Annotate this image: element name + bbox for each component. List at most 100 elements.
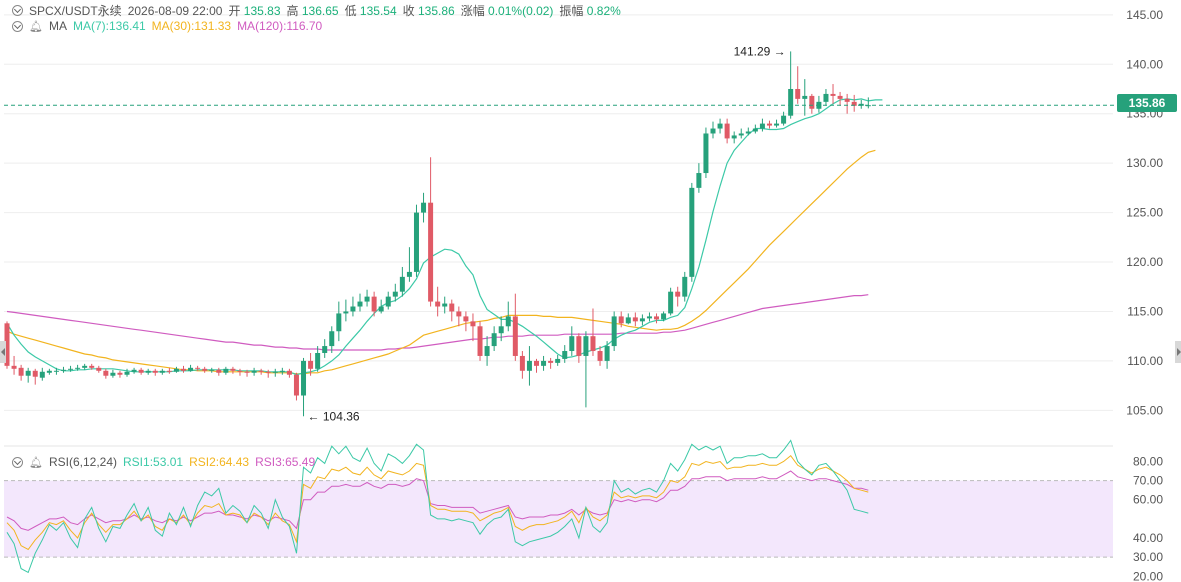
candle[interactable] xyxy=(32,368,38,385)
candle[interactable] xyxy=(82,363,88,370)
candle[interactable] xyxy=(159,368,165,375)
candle[interactable] xyxy=(646,312,652,322)
candle[interactable] xyxy=(830,84,836,104)
candle[interactable] xyxy=(548,357,554,369)
candle[interactable] xyxy=(202,366,208,373)
candle[interactable] xyxy=(435,286,441,317)
candle[interactable] xyxy=(463,311,469,332)
candle[interactable] xyxy=(625,313,631,325)
candle[interactable] xyxy=(526,346,532,386)
candle[interactable] xyxy=(428,157,434,307)
candle[interactable] xyxy=(251,367,257,376)
rsi-indicator-name[interactable]: RSI(6,12,24) xyxy=(48,455,118,469)
candle[interactable] xyxy=(541,355,547,371)
candle[interactable] xyxy=(618,311,624,328)
candle[interactable] xyxy=(759,118,765,132)
candle[interactable] xyxy=(124,368,130,377)
candle[interactable] xyxy=(392,283,398,302)
candle[interactable] xyxy=(378,299,384,314)
candle[interactable] xyxy=(110,369,116,378)
candle[interactable] xyxy=(11,355,17,375)
candle[interactable] xyxy=(654,313,660,324)
candle[interactable] xyxy=(802,79,808,116)
candle[interactable] xyxy=(745,127,751,136)
candle[interactable] xyxy=(399,266,405,297)
candle[interactable] xyxy=(96,365,102,373)
candle[interactable] xyxy=(498,316,504,342)
candle[interactable] xyxy=(279,367,285,375)
candle[interactable] xyxy=(766,120,772,129)
candle[interactable] xyxy=(272,368,278,377)
candle[interactable] xyxy=(696,163,702,193)
candle[interactable] xyxy=(181,365,186,373)
candle[interactable] xyxy=(583,331,589,408)
candle[interactable] xyxy=(470,313,476,342)
candle[interactable] xyxy=(188,364,194,372)
candle[interactable] xyxy=(406,247,412,282)
candle[interactable] xyxy=(223,366,229,375)
candle[interactable] xyxy=(230,366,236,374)
candle[interactable] xyxy=(675,286,681,307)
candle[interactable] xyxy=(865,97,871,109)
candle[interactable] xyxy=(837,91,843,106)
candle[interactable] xyxy=(371,291,377,317)
candle[interactable] xyxy=(555,354,561,366)
ma-collapse-icon[interactable] xyxy=(12,20,23,32)
ma-indicator-name[interactable]: MA xyxy=(48,19,67,33)
candle[interactable] xyxy=(315,346,321,372)
candle[interactable] xyxy=(173,366,179,373)
bell-icon[interactable]: 🔔︎ xyxy=(29,20,43,33)
candle[interactable] xyxy=(442,296,448,314)
candle[interactable] xyxy=(329,326,335,353)
candle[interactable] xyxy=(385,291,391,310)
candle[interactable] xyxy=(449,299,455,322)
candle[interactable] xyxy=(68,365,74,372)
candle[interactable] xyxy=(682,271,688,302)
candle[interactable] xyxy=(244,369,250,377)
candle[interactable] xyxy=(611,311,617,352)
candle[interactable] xyxy=(851,94,857,112)
candle[interactable] xyxy=(844,93,850,114)
candle[interactable] xyxy=(195,365,201,371)
candle[interactable] xyxy=(4,321,10,369)
candle[interactable] xyxy=(724,118,730,144)
candle[interactable] xyxy=(795,66,801,104)
candle[interactable] xyxy=(788,51,794,119)
candle[interactable] xyxy=(46,368,52,375)
candle[interactable] xyxy=(632,312,638,327)
scroll-right-icon[interactable] xyxy=(1175,341,1181,363)
candle[interactable] xyxy=(152,368,158,376)
candle[interactable] xyxy=(823,88,829,106)
candle[interactable] xyxy=(604,341,610,369)
rsi-collapse-icon[interactable] xyxy=(12,456,23,468)
candle[interactable] xyxy=(576,333,582,363)
candle[interactable] xyxy=(774,119,780,128)
candle[interactable] xyxy=(209,367,215,373)
candle[interactable] xyxy=(286,368,292,378)
candle[interactable] xyxy=(237,368,243,376)
scroll-left-icon[interactable] xyxy=(0,341,6,363)
candle[interactable] xyxy=(265,369,271,378)
candle[interactable] xyxy=(562,345,568,363)
candle[interactable] xyxy=(357,293,363,312)
candle[interactable] xyxy=(350,296,356,317)
candle[interactable] xyxy=(166,367,172,374)
candle[interactable] xyxy=(858,99,864,109)
candle[interactable] xyxy=(661,311,667,322)
candle[interactable] xyxy=(809,93,815,114)
candles[interactable] xyxy=(4,51,871,417)
candle[interactable] xyxy=(519,351,525,379)
candle[interactable] xyxy=(590,308,596,356)
candle[interactable] xyxy=(258,368,264,375)
candle[interactable] xyxy=(710,121,716,139)
candle[interactable] xyxy=(639,314,645,326)
candle[interactable] xyxy=(816,95,822,113)
candle[interactable] xyxy=(75,364,81,371)
candle[interactable] xyxy=(752,124,758,134)
candle[interactable] xyxy=(597,346,603,366)
candle[interactable] xyxy=(534,358,539,373)
candle[interactable] xyxy=(512,293,518,361)
candle[interactable] xyxy=(138,367,144,375)
candle[interactable] xyxy=(293,372,299,401)
